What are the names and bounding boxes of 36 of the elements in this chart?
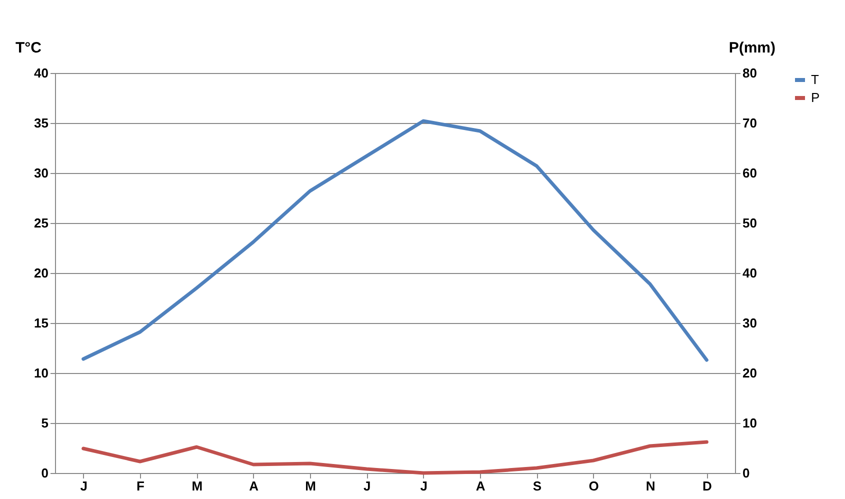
x-tick-label: O — [588, 478, 599, 494]
x-tick-label: A — [476, 478, 486, 494]
y2-tick-label: 70 — [742, 116, 757, 130]
y-tick-label: 25 — [34, 216, 48, 230]
y-tick-label: 10 — [34, 366, 48, 380]
y-tick-label: 0 — [41, 466, 48, 480]
x-tick-label: J — [80, 478, 88, 494]
x-tick-label: A — [249, 478, 260, 494]
y2-tick-label: 50 — [742, 216, 757, 230]
legend-label: T — [811, 72, 819, 87]
y-tick-label: 15 — [34, 316, 48, 330]
y2-axis-title: P(mm) — [728, 40, 776, 56]
y-tick-label: 35 — [34, 116, 48, 130]
y-tick-label: 40 — [34, 66, 48, 80]
x-tick-label: J — [364, 478, 371, 494]
line-series — [82, 440, 708, 475]
x-tick-label: J — [420, 478, 428, 494]
y2-tick-label: 40 — [742, 266, 757, 280]
y2-tick-label: 60 — [742, 166, 757, 180]
x-tick-label: D — [702, 478, 712, 494]
x-tick-label: N — [646, 478, 656, 494]
x-tick-label: M — [192, 478, 203, 494]
y2-tick-label: 80 — [742, 66, 757, 80]
x-tick-label: M — [305, 478, 316, 494]
y2-tick-label: 10 — [742, 416, 757, 430]
x-tick-label: F — [136, 478, 145, 494]
x-tick-label: S — [532, 478, 542, 494]
line-series — [82, 119, 708, 362]
y-tick-label: 20 — [34, 266, 48, 280]
y-tick-label: 30 — [34, 166, 48, 180]
y2-tick-label: 30 — [742, 316, 757, 330]
y2-tick-label: 0 — [742, 466, 750, 480]
legend-label: P — [811, 90, 820, 105]
y-axis-title: T°C — [16, 40, 42, 56]
y2-tick-label: 20 — [742, 366, 757, 380]
y-tick-label: 5 — [41, 416, 48, 430]
